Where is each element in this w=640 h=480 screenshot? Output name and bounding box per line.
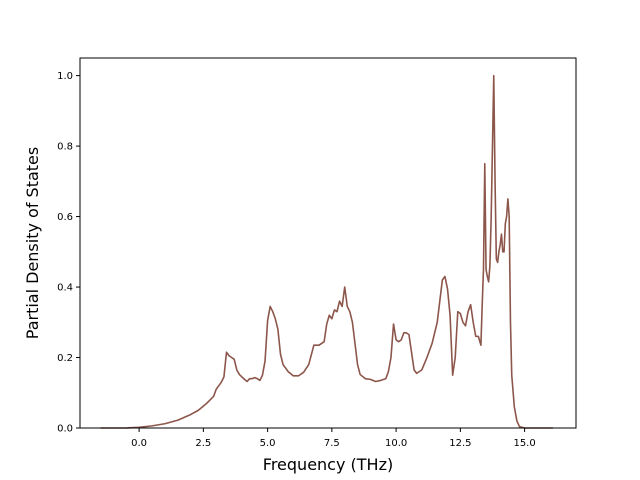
- plot-frame: [79, 57, 577, 429]
- x-axis-title: Frequency (THz): [263, 455, 393, 474]
- x-tick-label: 7.5: [324, 438, 340, 449]
- x-tick-label: 0.0: [131, 438, 147, 449]
- y-tick-label: 0.6: [57, 212, 73, 223]
- y-tick-label: 0.8: [57, 142, 73, 153]
- y-tick-label: 0.4: [57, 283, 73, 294]
- x-tick-label: 10.0: [385, 438, 407, 449]
- y-tick-label: 0.0: [57, 424, 73, 435]
- x-tick-label: 2.5: [195, 438, 211, 449]
- y-tick-label: 0.2: [57, 353, 73, 364]
- y-axis-title: Partial Density of States: [23, 147, 42, 339]
- pdos-line-0: [100, 74, 553, 429]
- x-axis: 0.0 2.5 5.0 7.5 10.0 12.5 15.0: [131, 428, 536, 449]
- y-axis: 0.0 0.2 0.4 0.6 0.8 1.0: [57, 71, 80, 435]
- x-tick-label: 5.0: [260, 438, 276, 449]
- x-tick-label: 12.5: [449, 438, 471, 449]
- x-tick-label: 15.0: [513, 438, 535, 449]
- y-tick-label: 1.0: [57, 71, 73, 82]
- series-layer: [100, 74, 553, 429]
